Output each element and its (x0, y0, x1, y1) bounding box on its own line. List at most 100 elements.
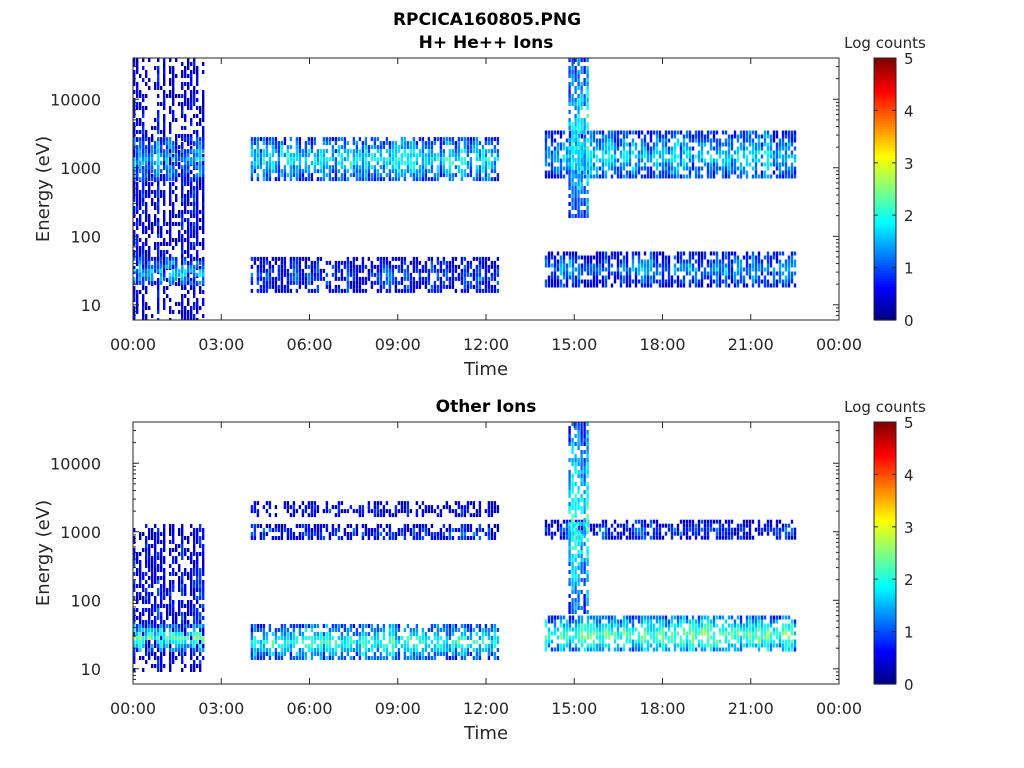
spectrogram-cell (472, 177, 476, 182)
spectrogram-cell (754, 170, 758, 175)
spectrogram-cell (577, 158, 580, 162)
spectrogram-cell (403, 177, 407, 182)
spectrogram-cell (196, 644, 199, 648)
spectrogram-cell (757, 158, 761, 163)
spectrogram-cell (169, 194, 172, 198)
spectrogram-cell (577, 146, 580, 150)
spectrogram-cell (292, 165, 296, 170)
spectrogram-cell (370, 528, 374, 532)
spectrogram-cell (181, 170, 184, 174)
spectrogram-cell (775, 255, 779, 260)
spectrogram-cell (559, 142, 563, 147)
spectrogram-cell (196, 612, 199, 616)
spectrogram-cell (436, 532, 440, 536)
spectrogram-cell (148, 173, 151, 178)
spectrogram-cell (184, 310, 187, 314)
spectrogram-cell (184, 90, 187, 94)
spectrogram-cell (268, 177, 272, 182)
spectrogram-cell (184, 256, 187, 261)
spectrogram-cell (175, 256, 178, 261)
spectrogram-cell (388, 153, 392, 158)
spectrogram-cell (151, 604, 154, 608)
spectrogram-cell (643, 166, 647, 171)
spectrogram-cell (196, 254, 199, 258)
spectrogram-cell (178, 624, 181, 628)
spectrogram-cell (334, 173, 338, 178)
spectrogram-cell (682, 259, 686, 264)
spectrogram-cell (157, 660, 160, 664)
spectrogram-cell (265, 260, 269, 265)
spectrogram-cell (781, 138, 785, 143)
spectrogram-cell (286, 268, 290, 273)
spectrogram-cell (361, 280, 365, 285)
spectrogram-cell (463, 268, 467, 273)
spectrogram-cell (547, 130, 551, 135)
spectrogram-cell (193, 194, 196, 198)
spectrogram-cell (655, 158, 659, 163)
spectrogram-cell (493, 264, 497, 269)
spectrogram-cell (604, 150, 608, 155)
spectrogram-cell (790, 142, 794, 147)
spectrogram-cell (271, 161, 275, 166)
spectrogram-cell (175, 173, 178, 178)
spectrogram-cell (388, 169, 392, 174)
spectrogram-cell (439, 153, 443, 158)
spectrogram-cell (574, 255, 578, 260)
spectrogram-cell (277, 268, 281, 273)
spectrogram-cell (421, 149, 425, 154)
spectrogram-cell (649, 255, 653, 260)
spectrogram-cell (559, 263, 563, 268)
spectrogram-cell (181, 286, 184, 290)
spectrogram-cell (391, 256, 395, 261)
spectrogram-cell (463, 288, 467, 293)
spectrogram-cell (202, 238, 205, 242)
spectrogram-cell (196, 198, 199, 202)
spectrogram-cell (148, 560, 151, 564)
spectrogram-cell (142, 242, 145, 246)
spectrogram-cell (184, 306, 187, 310)
spectrogram-cell (790, 271, 794, 276)
spectrogram-cell (169, 234, 172, 238)
spectrogram-cell (142, 628, 145, 632)
spectrogram-cell (367, 149, 371, 154)
spectrogram-cell (478, 177, 482, 182)
spectrogram-cell (583, 66, 586, 70)
spectrogram-cell (133, 668, 136, 672)
spectrogram-cell (685, 130, 689, 135)
spectrogram-cell (202, 272, 205, 277)
spectrogram-cell (601, 158, 605, 163)
spectrogram-cell (469, 272, 473, 277)
spectrogram-cell (151, 632, 154, 636)
spectrogram-cell (553, 138, 557, 143)
spectrogram-cell (469, 260, 473, 265)
spectrogram-cell (649, 154, 653, 159)
spectrogram-cell (697, 158, 701, 163)
spectrogram-cell (319, 169, 323, 174)
band-3 (250, 137, 500, 182)
spectrogram-cell (148, 576, 151, 580)
spectrogram-cell (391, 149, 395, 154)
spectrogram-cell (700, 130, 704, 135)
spectrogram-cell (412, 288, 416, 293)
spectrogram-cell (175, 157, 178, 162)
spectrogram-cell (442, 137, 446, 142)
spectrogram-cell (721, 162, 725, 167)
spectrogram-cell (418, 149, 422, 154)
colorbar-step (874, 291, 896, 295)
spectrogram-cell (151, 612, 154, 616)
x-tick-label: 09:00 (375, 335, 421, 354)
spectrogram-cell (466, 280, 470, 285)
spectrogram-cell (136, 137, 139, 142)
spectrogram-cell (553, 130, 557, 135)
spectrogram-cell (367, 268, 371, 273)
spectrogram-cell (139, 106, 142, 110)
spectrogram-cell (172, 86, 175, 90)
spectrogram-cell (685, 259, 689, 264)
spectrogram-cell (688, 267, 692, 272)
spectrogram-cell (133, 238, 136, 242)
spectrogram-cell (136, 62, 139, 66)
spectrogram-cell (265, 284, 269, 289)
spectrogram-cell (133, 256, 136, 261)
spectrogram-cell (631, 279, 635, 284)
spectrogram-cell (406, 157, 410, 162)
